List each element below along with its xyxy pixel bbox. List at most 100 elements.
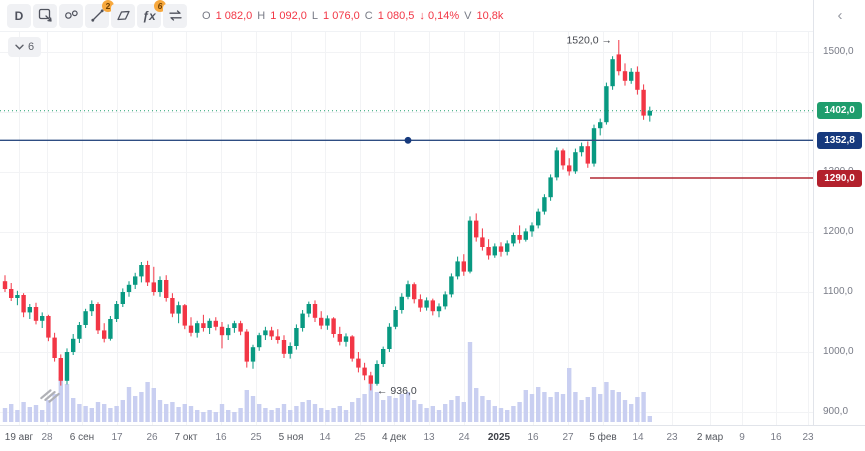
volume-bar [170,402,175,422]
volume-bar [430,406,435,422]
candle-body [300,313,305,328]
volume-bar [505,410,510,422]
volume-bar [281,404,287,422]
volume-bar [89,408,94,422]
volume-bar [9,404,14,422]
candle-body [164,280,169,298]
snapshot-icon [38,8,53,23]
time-tick-label: 2 мар [696,432,724,443]
candle-body [405,284,411,297]
candle-body [288,346,293,354]
compare-arrows-button[interactable] [163,3,187,28]
brush-tool-button[interactable] [111,3,135,28]
volume-bar [257,404,262,422]
candle-body [263,330,268,336]
chart-toolbar: D 2 [0,0,813,32]
candle-body [343,336,349,342]
candle-body [591,128,597,164]
collapse-chevron-button[interactable]: ‹ [831,7,849,25]
volume-bar [343,410,349,422]
candle-body [21,295,26,313]
time-axis[interactable]: 19 авг 28 6 сен 17 26 7 окт 16 25 5 ноя 14 25 4 дек… [0,425,865,451]
candlestick-chart-plot[interactable]: 1520,0 → ← 936,0 [0,0,813,450]
candle-body [40,316,45,321]
candle-body [356,358,361,368]
candle-body [312,304,318,318]
indicators-collapse-pill[interactable]: 6 [8,37,42,57]
candle-body [188,325,194,333]
volume-bar [139,392,144,422]
volume-bar [188,406,194,422]
candle-body [616,54,621,72]
legend-volume-key: V [464,9,472,22]
volume-bar [604,382,609,422]
time-tick-label: 5 ноя [278,432,304,443]
volume-bar [393,398,398,422]
time-tick-label: 23 [666,432,678,443]
price-axis[interactable]: 1500,01400,01300,01200,01100,01000,0900,… [813,0,865,425]
volume-bar [244,390,249,422]
candle-body [306,304,311,314]
volume-bar [300,402,305,422]
volume-bar [250,396,256,422]
candle-body [629,71,634,81]
candle-body [294,328,299,346]
candle-body [418,299,423,308]
percent-scale-button[interactable] [59,3,83,28]
candle-body [52,337,57,358]
volume-bar [399,394,404,422]
volume-bar [102,404,107,422]
candle-body [393,310,398,327]
volume-bar [294,406,299,422]
snapshot-button[interactable] [33,3,57,28]
ohlc-legend: O 1 082,0 H 1 092,0 L 1 076,0 C 1 080,5 … [202,10,503,22]
volume-bar [498,408,504,422]
candle-body [647,110,652,116]
volume-bar [275,408,280,422]
volume-bar [542,392,547,422]
volume-bar [120,400,125,422]
volume-bar [176,407,181,422]
candle-body [89,304,94,312]
line-drag-handle[interactable] [404,136,412,144]
volume-bar [27,407,32,422]
candle-body [102,330,107,339]
volume-bar [207,410,212,422]
candle-body [331,318,336,334]
candle-body [585,146,590,164]
volume-bar [381,400,386,422]
candle-body [219,326,225,336]
indicators-button[interactable]: ƒx 6 [137,0,166,28]
time-tick-label: 2025 [487,432,511,443]
candle-body [573,152,578,172]
candle-body [635,71,640,90]
candle-body [554,150,559,178]
candle-body [424,300,429,308]
volume-bar [635,397,640,422]
candle-body [244,331,249,362]
volume-bar [579,400,584,422]
volume-bar [108,408,113,422]
volume-bar [523,390,528,422]
trendline-icon [90,8,105,23]
indicators-pill-count: 6 [28,41,35,53]
time-tick-label: 4 дек [381,432,407,443]
candle-body [486,247,491,256]
candle-body [2,281,8,289]
trendline-count-badge: 2 [102,0,114,12]
volume-bars [2,342,652,422]
trendline-tool-button[interactable]: 2 [85,0,114,28]
volume-bar [629,404,634,422]
volume-bar [58,377,63,422]
volume-bar [467,342,473,422]
volume-bar [64,384,70,422]
volume-bar [219,404,225,422]
candle-body [362,367,367,376]
legend-low-key: L [311,9,319,22]
time-tick-label: 5 фев [589,432,617,443]
volume-bar [2,408,8,422]
timeframe-button[interactable]: D [7,3,31,28]
compare-arrows-icon [168,9,183,22]
candle-body [461,261,466,272]
time-tick-label: 27 [562,432,574,443]
